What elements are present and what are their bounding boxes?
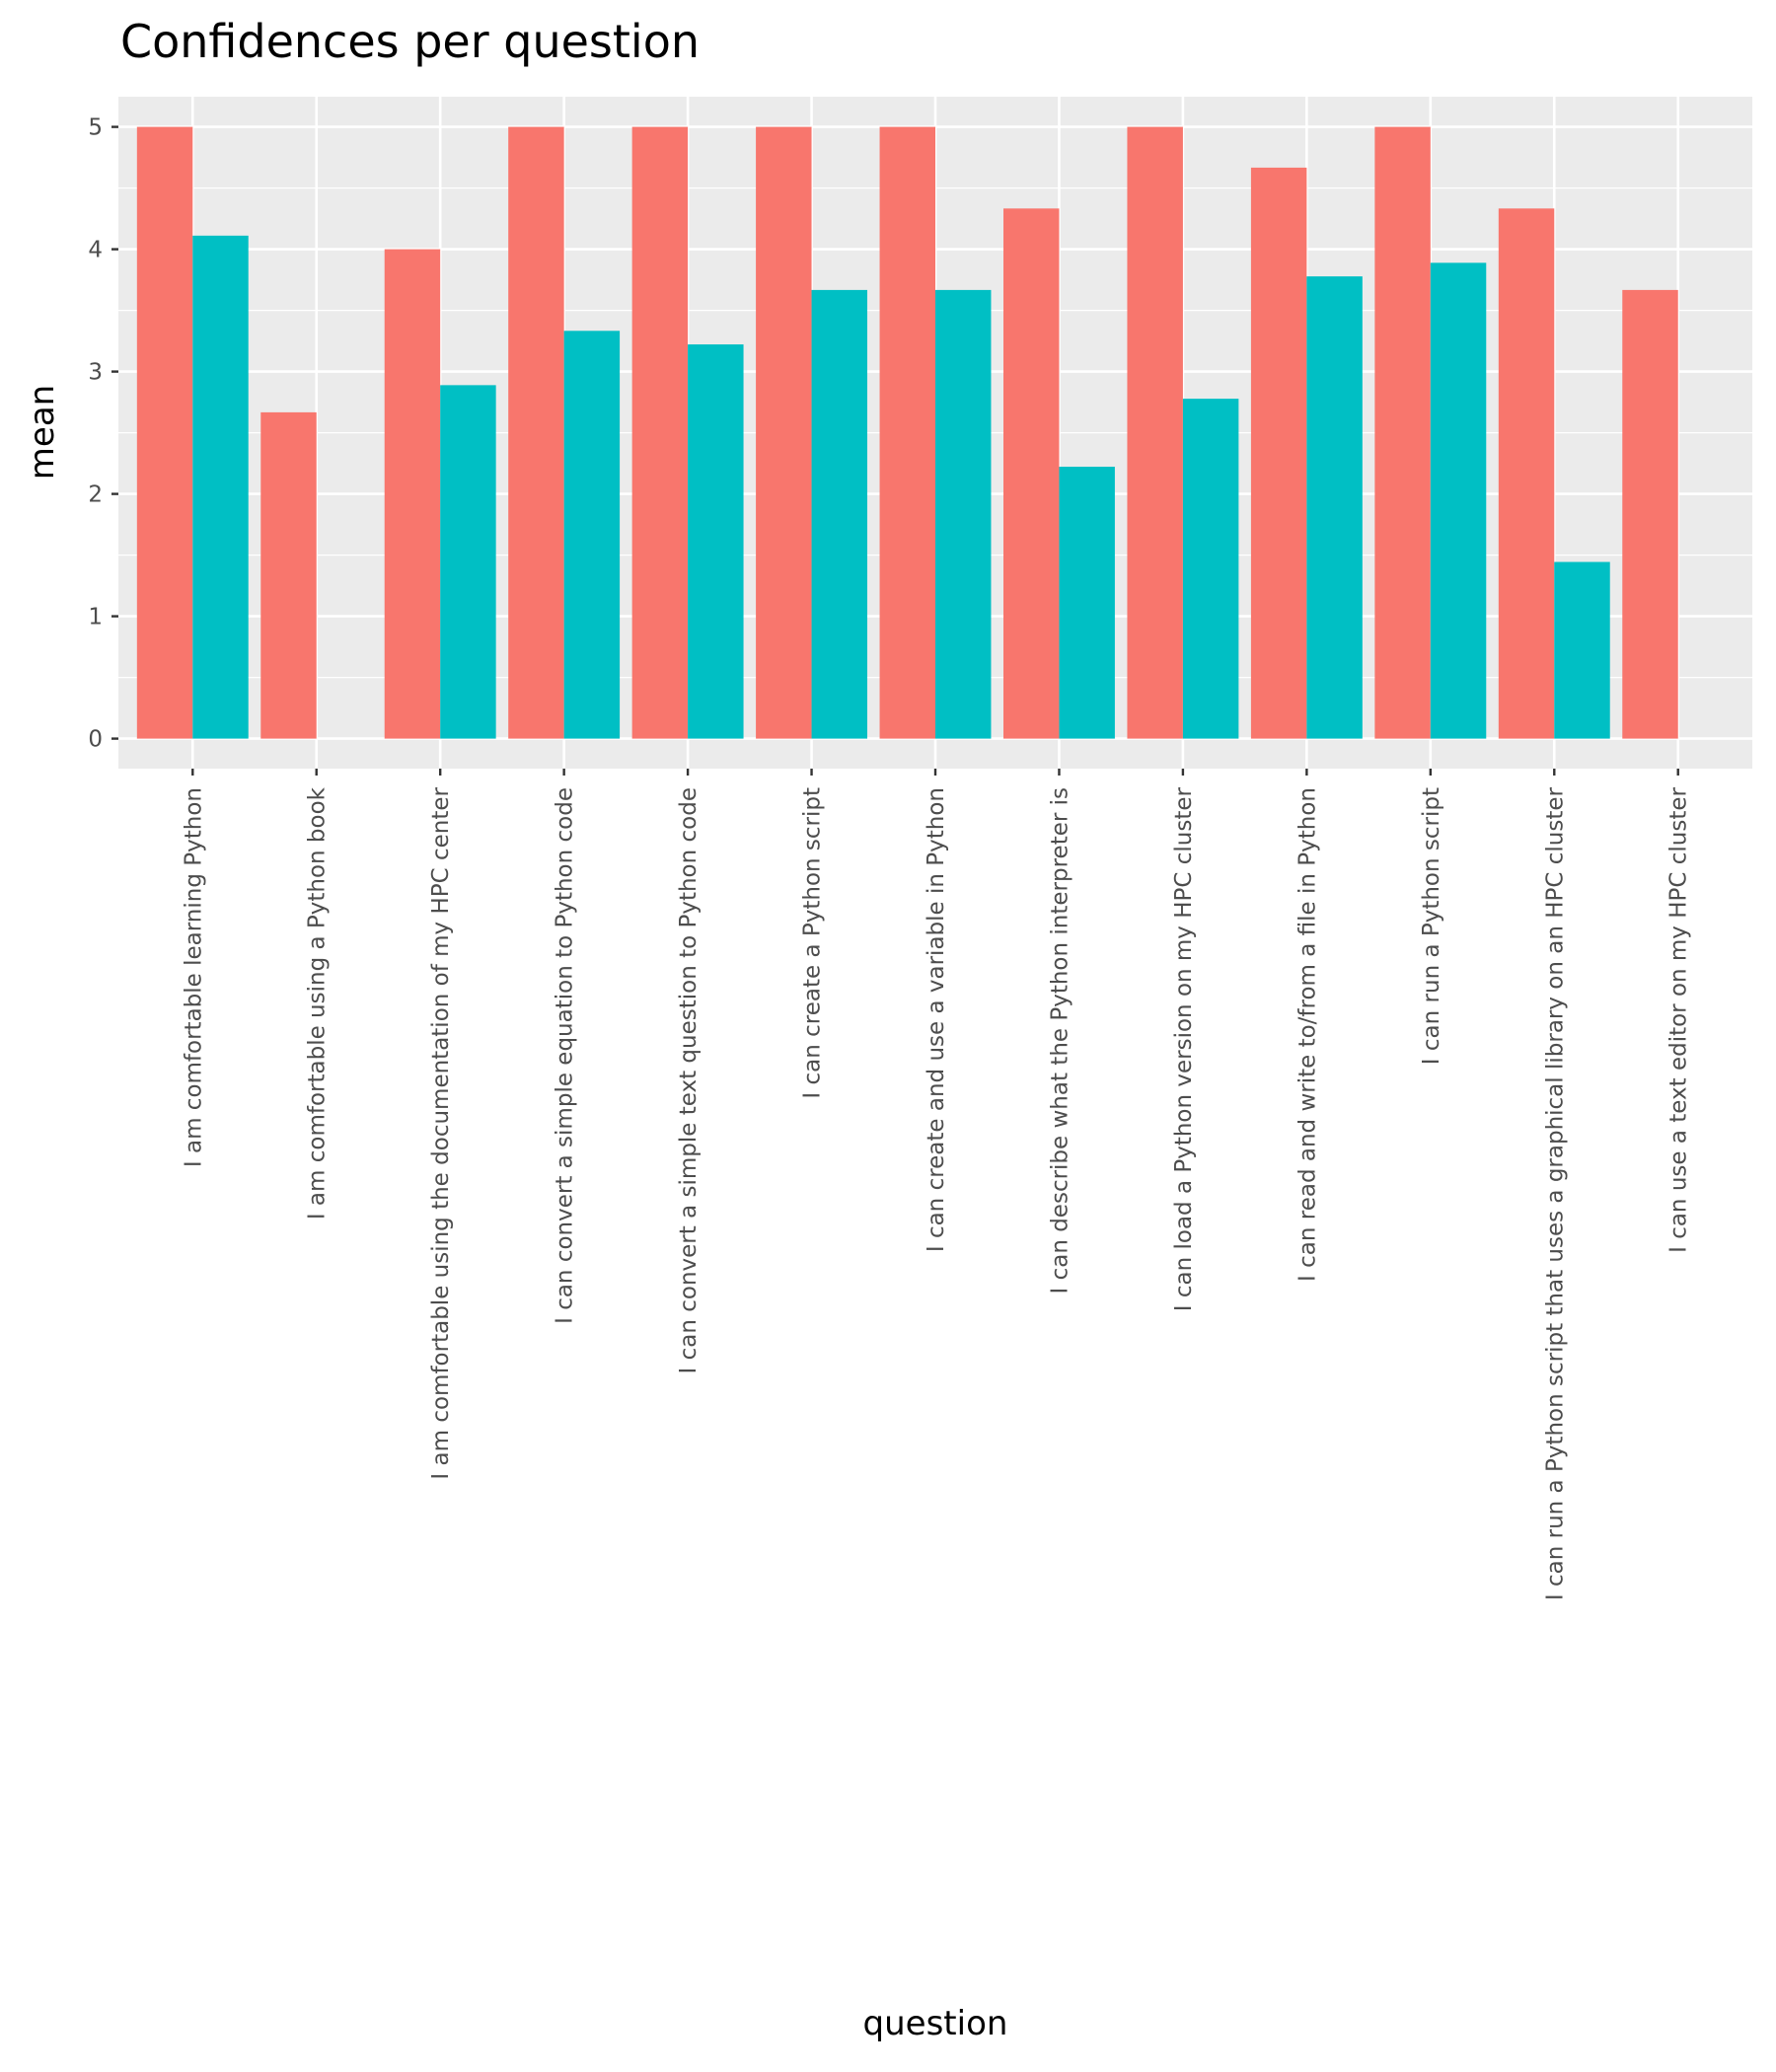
bar-series1-1 — [260, 411, 317, 739]
bar-series1-0 — [136, 126, 193, 739]
y-axis-title: mean — [23, 385, 62, 480]
x-tick-label: I can create and use a variable in Pytho… — [924, 787, 949, 1252]
x-tick-label: I can convert a simple equation to Pytho… — [553, 787, 578, 1324]
bar-series1-2 — [384, 249, 441, 739]
bar-series2-6 — [935, 289, 992, 739]
bar-series1-5 — [756, 126, 812, 739]
bar-series2-10 — [1430, 262, 1487, 739]
bar-series1-4 — [631, 126, 689, 739]
y-tick-label: 5 — [88, 115, 103, 141]
x-tick-label: I can create a Python script — [800, 787, 826, 1099]
y-tick-label: 2 — [88, 482, 103, 508]
bar-series2-11 — [1554, 561, 1610, 739]
bar-series1-6 — [879, 126, 935, 739]
bar-series2-7 — [1059, 467, 1115, 739]
bar-series2-3 — [563, 331, 621, 739]
y-tick-label: 3 — [88, 360, 103, 386]
y-tick-label: 0 — [88, 727, 103, 753]
bar-series1-7 — [1003, 208, 1060, 739]
bar-series1-9 — [1250, 167, 1307, 739]
bar-series2-5 — [811, 289, 867, 739]
bar-series2-8 — [1182, 399, 1239, 739]
x-tick-label: I can load a Python version on my HPC cl… — [1171, 786, 1197, 1311]
x-tick-label: I am comfortable using a Python book — [305, 786, 331, 1220]
y-tick-label: 4 — [88, 238, 103, 263]
bar-series1-3 — [508, 126, 564, 739]
bar-series1-11 — [1498, 208, 1555, 739]
x-axis-title: question — [863, 2004, 1008, 2043]
x-tick-label: I can run a Python script — [1419, 787, 1444, 1065]
bar-series2-2 — [440, 385, 496, 739]
bar-series2-9 — [1306, 276, 1363, 739]
x-tick-label: I am comfortable using the documentation… — [428, 786, 454, 1479]
bar-series1-8 — [1127, 126, 1183, 739]
x-tick-label: I can use a text editor on my HPC cluste… — [1666, 786, 1692, 1252]
y-tick-label: 1 — [88, 605, 103, 630]
bar-series1-12 — [1622, 289, 1678, 739]
x-tick-label: I am comfortable learning Python — [181, 787, 206, 1167]
bar-series2-0 — [192, 235, 249, 739]
x-tick-label: I can convert a simple text question to … — [676, 787, 702, 1374]
x-tick-label: I can read and write to/from a file in P… — [1295, 787, 1320, 1282]
bar-series1-10 — [1374, 126, 1431, 739]
bar-series2-4 — [688, 344, 744, 739]
x-tick-label: I can run a Python script that uses a gr… — [1542, 786, 1568, 1600]
chart-title: Confidences per question — [120, 15, 700, 68]
x-tick-label: I can describe what the Python interpret… — [1047, 787, 1073, 1295]
